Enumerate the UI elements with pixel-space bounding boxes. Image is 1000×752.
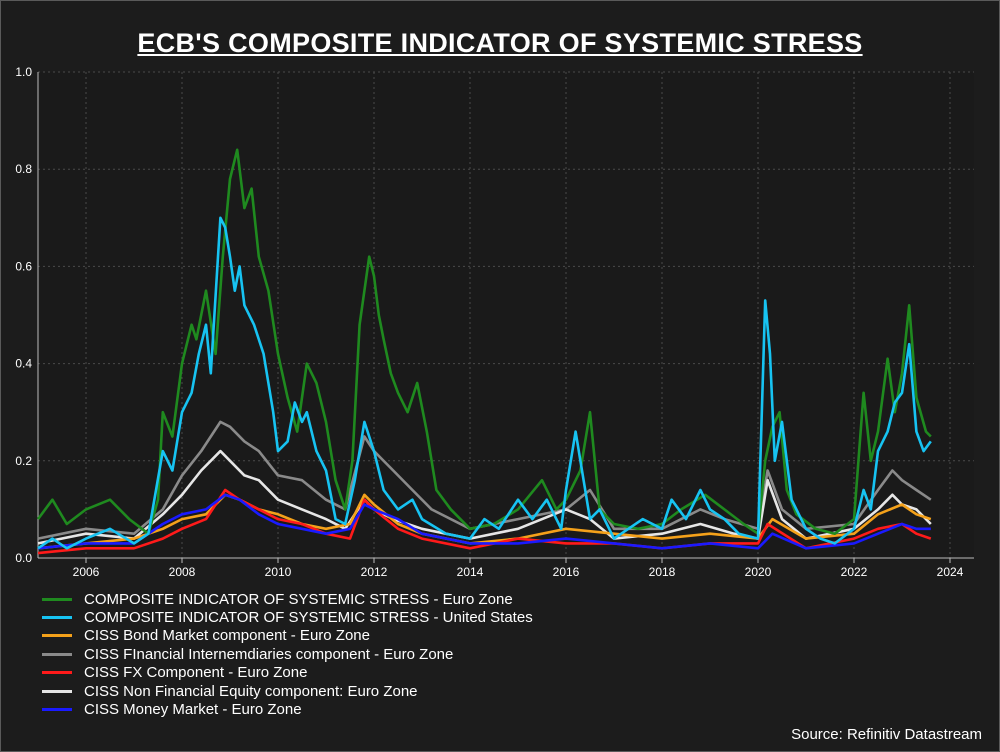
x-tick-label: 2016 — [553, 565, 580, 579]
source-note: Source: Refinitiv Datastream — [791, 726, 982, 743]
x-tick-label: 2012 — [361, 565, 388, 579]
x-tick-label: 2010 — [265, 565, 292, 579]
y-tick-label: 1.0 — [15, 65, 32, 79]
legend-item: CISS Bond Market component - Euro Zone — [42, 627, 533, 645]
y-tick-label: 0.0 — [15, 551, 32, 565]
legend-item: CISS Non Financial Equity component: Eur… — [42, 682, 533, 700]
legend-item: COMPOSITE INDICATOR OF SYSTEMIC STRESS -… — [42, 608, 533, 626]
legend-label: CISS Non Financial Equity component: Eur… — [84, 682, 418, 700]
y-tick-label: 0.4 — [15, 357, 32, 371]
legend-swatch — [42, 616, 72, 620]
legend-item: COMPOSITE INDICATOR OF SYSTEMIC STRESS -… — [42, 590, 533, 608]
legend-swatch — [42, 652, 72, 656]
legend-swatch — [42, 634, 72, 638]
x-tick-label: 2018 — [649, 565, 676, 579]
x-tick-label: 2022 — [841, 565, 868, 579]
y-tick-label: 0.2 — [15, 454, 32, 468]
chart-legend: COMPOSITE INDICATOR OF SYSTEMIC STRESS -… — [42, 590, 533, 719]
series-line-2 — [37, 493, 932, 550]
legend-label: CISS Bond Market component - Euro Zone — [84, 627, 370, 645]
x-tick-label: 2014 — [457, 565, 484, 579]
chart-title: ECB'S COMPOSITE INDICATOR OF SYSTEMIC ST… — [137, 28, 863, 58]
legend-label: COMPOSITE INDICATOR OF SYSTEMIC STRESS -… — [84, 609, 533, 627]
legend-label: CISS Money Market - Euro Zone — [84, 701, 302, 719]
x-tick-label: 2020 — [745, 565, 772, 579]
y-tick-label: 0.6 — [15, 259, 32, 273]
legend-label: CISS FInancial Internemdiaries component… — [84, 645, 454, 663]
legend-item: CISS Money Market - Euro Zone — [42, 700, 533, 718]
legend-swatch — [42, 689, 72, 693]
legend-swatch — [42, 671, 72, 675]
series-line-6 — [37, 493, 931, 550]
x-tick-label: 2006 — [73, 565, 100, 579]
legend-swatch — [42, 597, 72, 601]
legend-label: CISS FX Component - Euro Zone — [84, 664, 308, 682]
series-line-1 — [37, 216, 932, 550]
x-tick-label: 2024 — [937, 565, 964, 579]
x-tick-label: 2008 — [169, 565, 196, 579]
legend-label: COMPOSITE INDICATOR OF SYSTEMIC STRESS -… — [84, 590, 513, 608]
y-tick-label: 0.8 — [15, 162, 32, 176]
legend-item: CISS FX Component - Euro Zone — [42, 664, 533, 682]
plot-area — [38, 72, 974, 558]
legend-item: CISS FInancial Internemdiaries component… — [42, 645, 533, 663]
legend-swatch — [42, 708, 72, 712]
